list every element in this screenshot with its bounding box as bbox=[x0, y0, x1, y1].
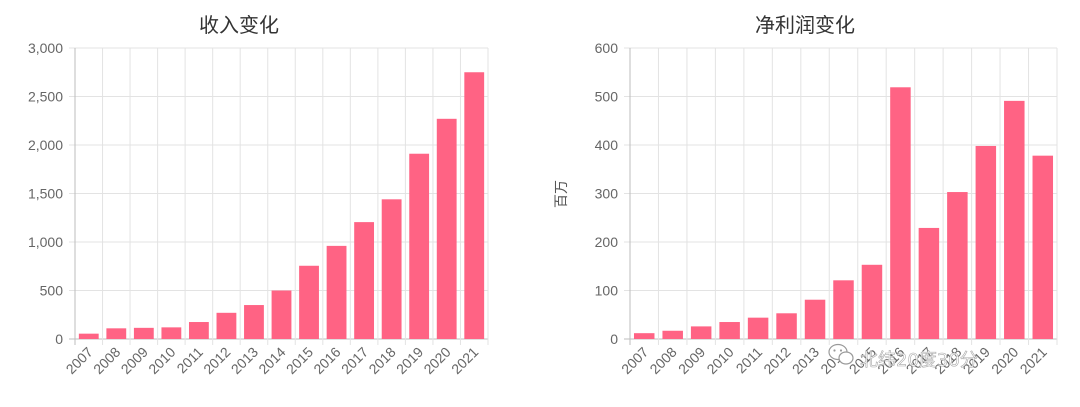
revenue-x-tick-label: 2018 bbox=[365, 344, 398, 377]
revenue-x-tick-label: 2007 bbox=[63, 344, 96, 377]
net-profit-bar-2021 bbox=[1032, 155, 1054, 339]
net-profit-x-tick-label: 2008 bbox=[646, 344, 679, 377]
revenue-x-tick-label: 2019 bbox=[393, 344, 426, 377]
net-profit-bar-2011 bbox=[747, 317, 769, 339]
revenue-x-tick-label: 2017 bbox=[338, 344, 371, 377]
revenue-x-tick-label: 2009 bbox=[118, 344, 151, 377]
revenue-bar-2007 bbox=[78, 333, 99, 339]
revenue-y-tick-label: 2,500 bbox=[28, 89, 63, 105]
revenue-x-tick-label: 2020 bbox=[420, 344, 453, 377]
revenue-bar-2009 bbox=[133, 327, 154, 339]
revenue-x-tick-label: 2016 bbox=[310, 344, 343, 377]
net-profit-bar-2014 bbox=[833, 280, 854, 339]
net-profit-chart: 净利润变化 百万 0 100 200 300 400 500 600 200720082009… bbox=[554, 13, 1058, 377]
revenue-bar-2016 bbox=[326, 245, 347, 339]
wechat-icon bbox=[828, 343, 854, 365]
net-profit-bar-2019 bbox=[975, 145, 997, 339]
revenue-bar-2017 bbox=[354, 222, 375, 339]
net-profit-y-tick-label: 500 bbox=[595, 89, 619, 105]
net-profit-x-tick-label: 2013 bbox=[789, 344, 822, 377]
net-profit-x-tick-label: 2007 bbox=[618, 344, 651, 377]
revenue-x-tick-label: 2012 bbox=[200, 344, 233, 377]
revenue-bar-2012 bbox=[216, 312, 237, 339]
net-profit-bar-2016 bbox=[890, 87, 911, 339]
net-profit-bar-2007 bbox=[633, 333, 655, 339]
revenue-x-tick-label: 2010 bbox=[145, 344, 178, 377]
net-profit-y-axis-label: 百万 bbox=[554, 180, 570, 208]
net-profit-bar-2018 bbox=[947, 192, 968, 339]
net-profit-bar-2008 bbox=[662, 330, 683, 339]
revenue-x-tick-label: 2021 bbox=[448, 344, 481, 377]
revenue-y-tick-label: 1,500 bbox=[28, 186, 63, 202]
revenue-chart: 收入变化 05001,0001,5002,0002,5003,000200720… bbox=[28, 13, 489, 377]
net-profit-bar-2017 bbox=[918, 227, 940, 339]
net-profit-chart-title: 净利润变化 bbox=[755, 13, 855, 37]
revenue-x-tick-label: 2011 bbox=[173, 344, 206, 377]
watermark-text: 北纬20度30分 bbox=[860, 350, 978, 371]
net-profit-y-tick-label: 100 bbox=[595, 283, 619, 299]
revenue-bar-2010 bbox=[161, 327, 182, 339]
revenue-y-tick-label: 1,000 bbox=[28, 234, 63, 250]
revenue-x-tick-label: 2013 bbox=[228, 344, 261, 377]
revenue-x-tick-label: 2015 bbox=[283, 344, 316, 377]
net-profit-y-tick-label: 200 bbox=[595, 234, 619, 250]
net-profit-y-tick-label: 300 bbox=[595, 186, 619, 202]
revenue-y-tick-label: 500 bbox=[40, 283, 64, 299]
revenue-bar-2020 bbox=[436, 118, 457, 339]
revenue-x-tick-label: 2014 bbox=[255, 344, 288, 377]
revenue-bar-2008 bbox=[106, 328, 127, 339]
net-profit-x-tick-label: 2012 bbox=[760, 344, 793, 377]
revenue-bar-2014 bbox=[271, 290, 292, 339]
revenue-x-tick-label: 2008 bbox=[90, 344, 123, 377]
revenue-bar-2013 bbox=[244, 305, 264, 339]
net-profit-bar-2015 bbox=[861, 264, 883, 339]
watermark: 北纬20度30分 bbox=[828, 343, 978, 371]
revenue-bar-2018 bbox=[381, 199, 402, 339]
revenue-chart-title: 收入变化 bbox=[199, 13, 279, 37]
net-profit-bar-2020 bbox=[1004, 100, 1025, 340]
revenue-y-tick-label: 0 bbox=[55, 331, 63, 347]
net-profit-y-tick-label: 0 bbox=[610, 331, 618, 347]
revenue-y-tick-label: 3,000 bbox=[28, 40, 63, 56]
net-profit-x-tick-label: 2009 bbox=[675, 344, 708, 377]
net-profit-bar-2013 bbox=[804, 299, 826, 339]
revenue-y-tick-label: 2,000 bbox=[28, 137, 63, 153]
net-profit-x-tick-label: 2020 bbox=[988, 344, 1021, 377]
net-profit-x-tick-label: 2010 bbox=[703, 344, 736, 377]
net-profit-x-tick-label: 2011 bbox=[733, 344, 766, 377]
revenue-bar-2011 bbox=[188, 322, 209, 339]
net-profit-y-tick-label: 400 bbox=[595, 137, 619, 153]
net-profit-bar-2010 bbox=[719, 322, 740, 339]
net-profit-x-tick-label: 2021 bbox=[1017, 344, 1050, 377]
net-profit-bar-2009 bbox=[690, 326, 712, 339]
revenue-bar-2015 bbox=[299, 265, 319, 339]
net-profit-bar-2012 bbox=[776, 313, 797, 339]
net-profit-y-tick-label: 600 bbox=[595, 40, 619, 56]
revenue-bar-2019 bbox=[409, 153, 430, 339]
revenue-bar-2021 bbox=[464, 72, 485, 339]
